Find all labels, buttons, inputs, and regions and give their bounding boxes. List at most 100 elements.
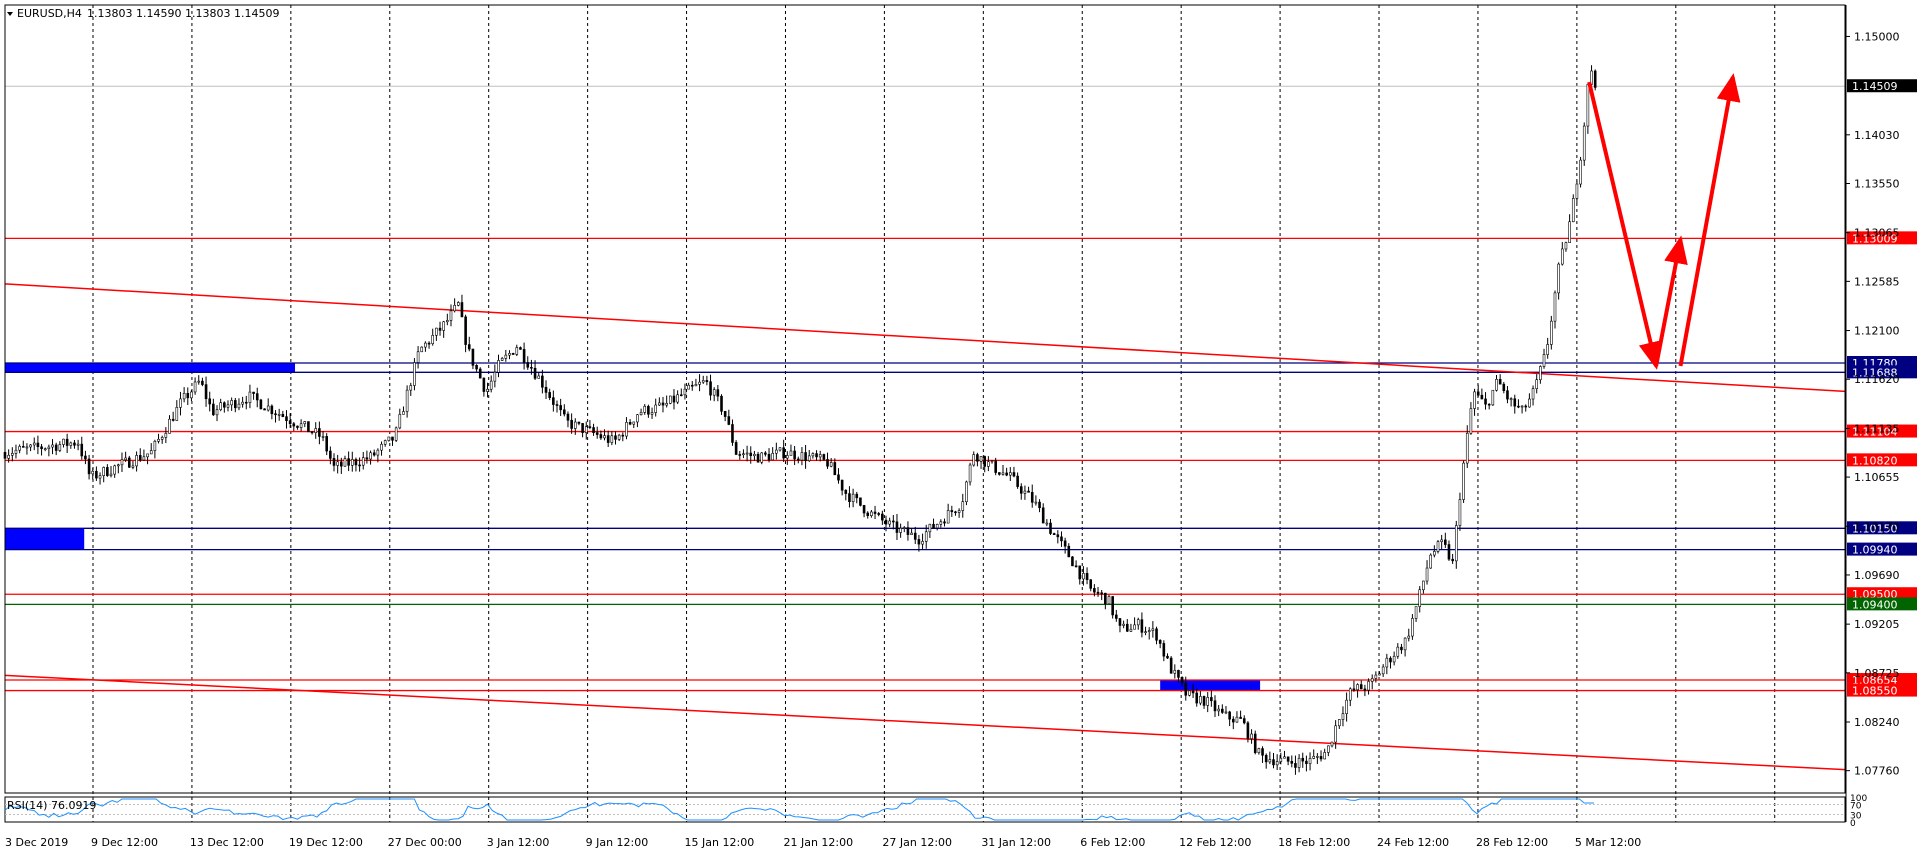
- candle-body: [1206, 697, 1210, 706]
- candle-body: [1480, 394, 1484, 400]
- candle-body: [1235, 716, 1239, 723]
- candle-body: [25, 446, 29, 449]
- candle-body: [350, 459, 354, 466]
- candle-body: [1063, 540, 1067, 547]
- candle-body: [829, 462, 833, 467]
- candle-body: [723, 410, 727, 417]
- candle-body: [1188, 690, 1191, 696]
- candle-body: [1180, 677, 1184, 684]
- candle-body: [647, 405, 650, 415]
- candle-body: [636, 414, 639, 423]
- candle-body: [577, 421, 581, 424]
- candle-body: [588, 426, 592, 428]
- candle-body: [888, 520, 891, 525]
- candle-body: [1305, 760, 1308, 765]
- forecast-arrow: [1587, 81, 1663, 370]
- candle-body: [581, 423, 584, 433]
- candle-body: [643, 405, 647, 413]
- chart-menu-triangle-icon[interactable]: [7, 12, 13, 16]
- candle-body: [1096, 591, 1100, 594]
- candle-body: [138, 455, 142, 461]
- candle-body: [376, 449, 380, 456]
- candle-body: [1582, 125, 1586, 161]
- candle-body: [446, 320, 449, 323]
- candle-body: [1261, 748, 1264, 756]
- candle-body: [1283, 756, 1286, 759]
- candle-body: [1465, 432, 1469, 464]
- candle-body: [731, 424, 734, 443]
- rsi-scale-label: 70: [1850, 802, 1862, 812]
- candle-body: [1217, 708, 1220, 712]
- x-axis-tick-label: 31 Jan 12:00: [981, 836, 1051, 849]
- candle-body: [1210, 697, 1213, 702]
- candle-body: [1312, 756, 1316, 759]
- level-price-label: 1.09400: [1852, 598, 1898, 611]
- candle-body: [413, 362, 416, 386]
- candle-body: [592, 427, 595, 434]
- candle-body: [1111, 596, 1114, 616]
- candle-body: [614, 435, 617, 440]
- candle-body: [950, 510, 954, 513]
- candle-body: [1345, 699, 1348, 714]
- candle-body: [910, 532, 913, 535]
- candle-body: [47, 446, 51, 450]
- candle-body: [91, 470, 95, 475]
- candle-body: [537, 375, 541, 379]
- candle-body: [764, 452, 767, 455]
- y-axis-tick-label: 1.10655: [1854, 471, 1900, 484]
- candle-body: [1169, 657, 1173, 674]
- x-axis-tick-label: 9 Jan 12:00: [586, 836, 649, 849]
- candle-body: [442, 321, 445, 331]
- candle-body: [387, 436, 391, 441]
- rsi-scale-label: 0: [1850, 819, 1856, 829]
- candle-body: [749, 452, 753, 457]
- candle-body: [365, 457, 369, 460]
- candle-body: [223, 402, 226, 408]
- candle-body: [157, 438, 160, 442]
- candle-body: [1458, 499, 1462, 526]
- candle-body: [1147, 630, 1151, 632]
- candle-body: [456, 302, 460, 306]
- candle-body: [690, 384, 694, 387]
- level-price-tag: [1847, 587, 1917, 601]
- candle-body: [146, 453, 149, 458]
- candle-body: [866, 512, 870, 516]
- candle-body: [1071, 556, 1074, 567]
- candle-body: [1524, 405, 1528, 408]
- forecast-arrow: [1654, 235, 1688, 367]
- candle-body: [182, 393, 186, 400]
- candle-body: [1323, 752, 1326, 760]
- x-axis-tick-label: 13 Dec 12:00: [190, 836, 264, 849]
- candle-body: [1049, 522, 1052, 534]
- candle-body: [1107, 596, 1111, 605]
- candle-body: [87, 458, 91, 475]
- x-axis-tick-label: 15 Jan 12:00: [685, 836, 755, 849]
- candle-body: [84, 455, 87, 460]
- level-price-tag: [1847, 597, 1917, 611]
- candle-body: [957, 510, 961, 513]
- candle-body: [285, 416, 288, 422]
- candle-body: [1476, 391, 1480, 396]
- candle-body: [398, 414, 402, 429]
- candle-body: [11, 453, 14, 456]
- candle-body: [793, 450, 796, 460]
- x-axis-tick-label: 5 Mar 12:00: [1575, 836, 1641, 849]
- candle-body: [117, 464, 120, 467]
- candle-body: [244, 401, 248, 404]
- candle-body: [489, 380, 493, 390]
- candle-body: [215, 409, 219, 416]
- candle-body: [405, 389, 409, 412]
- candle-body: [519, 347, 522, 350]
- level-price-label: 1.13009: [1852, 232, 1898, 245]
- candle-body: [449, 310, 453, 321]
- candle-body: [844, 489, 848, 494]
- level-price-label: 1.08550: [1852, 685, 1898, 698]
- zone-rect: [5, 528, 85, 550]
- candle-body: [1242, 718, 1246, 724]
- candle-body: [1231, 718, 1235, 723]
- candle-body: [1082, 573, 1085, 580]
- candle-body: [80, 443, 84, 457]
